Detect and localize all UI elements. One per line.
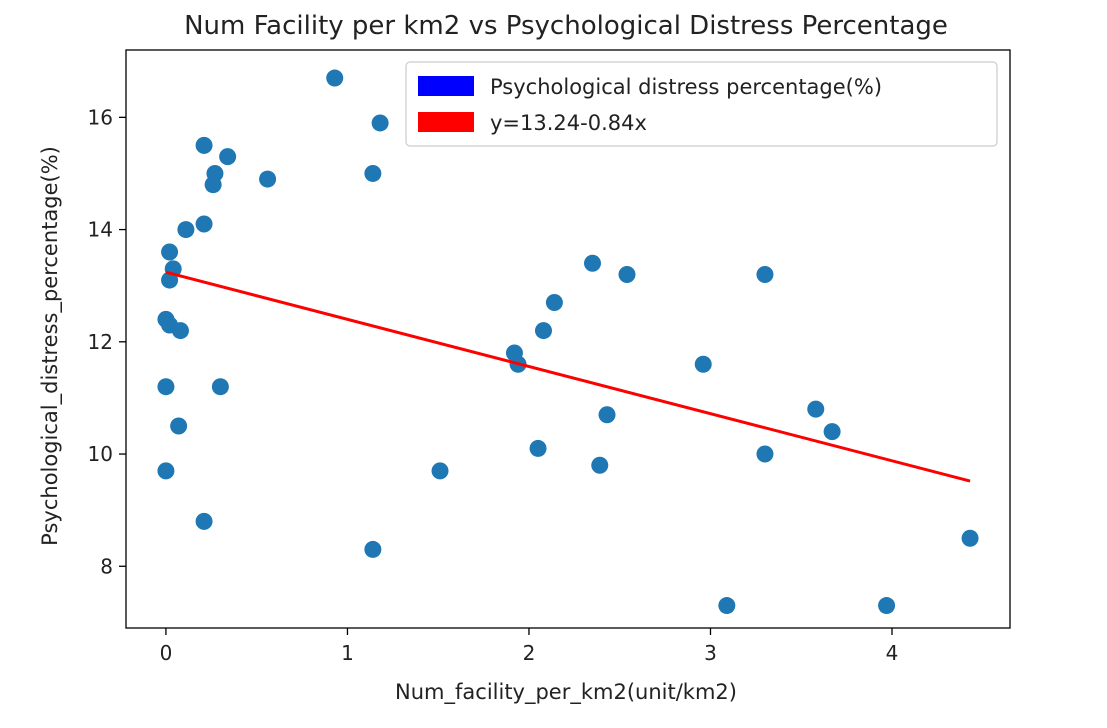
y-axis-label: Psychological_distress_percentage(%) bbox=[38, 146, 63, 546]
data-point-10 bbox=[161, 243, 179, 261]
x-tick-label-1: 1 bbox=[341, 641, 354, 665]
x-tick-label-3: 3 bbox=[704, 641, 717, 665]
data-point-19 bbox=[534, 322, 552, 340]
data-point-11 bbox=[584, 254, 602, 272]
y-tick-label-4: 16 bbox=[88, 105, 113, 129]
data-point-36 bbox=[961, 529, 979, 547]
x-axis-label: Num_facility_per_km2(unit/km2) bbox=[395, 680, 737, 705]
data-point-38 bbox=[718, 597, 736, 615]
plot-frame bbox=[125, 49, 1011, 629]
y-tick-label-3: 14 bbox=[88, 218, 113, 242]
data-point-23 bbox=[694, 355, 712, 373]
data-point-25 bbox=[211, 378, 229, 396]
data-point-7 bbox=[204, 176, 222, 194]
data-point-1 bbox=[371, 114, 389, 132]
x-tick-label-4: 4 bbox=[886, 641, 899, 665]
data-point-0 bbox=[326, 69, 344, 87]
data-point-31 bbox=[756, 445, 774, 463]
data-point-35 bbox=[195, 512, 213, 530]
y-tick-label-2: 12 bbox=[88, 330, 113, 354]
legend-swatch-1 bbox=[418, 112, 474, 132]
data-point-15 bbox=[161, 271, 179, 289]
legend-label-1: y=13.24-0.84x bbox=[490, 111, 647, 135]
data-point-24 bbox=[157, 378, 175, 396]
legend: Psychological distress percentage(%) y=13… bbox=[405, 61, 998, 147]
legend-label-0: Psychological distress percentage(%) bbox=[490, 75, 882, 99]
data-point-4 bbox=[364, 164, 382, 182]
data-point-14 bbox=[756, 265, 774, 283]
data-point-33 bbox=[157, 462, 175, 480]
data-point-8 bbox=[195, 215, 213, 233]
legend-box bbox=[405, 61, 998, 147]
data-point-2 bbox=[195, 136, 213, 154]
data-point-6 bbox=[259, 170, 277, 188]
data-point-3 bbox=[219, 148, 237, 166]
data-point-30 bbox=[529, 439, 547, 457]
x-tick-label-0: 0 bbox=[160, 641, 173, 665]
data-point-26 bbox=[807, 400, 825, 418]
data-point-39 bbox=[878, 597, 896, 615]
data-point-27 bbox=[598, 406, 616, 424]
data-point-20 bbox=[171, 322, 189, 340]
x-tick-label-2: 2 bbox=[523, 641, 536, 665]
y-tick-label-0: 8 bbox=[100, 554, 113, 578]
y-tick-label-1: 10 bbox=[88, 442, 113, 466]
chart-title: Num Facility per km2 vs Psychological Di… bbox=[184, 11, 948, 41]
regression-line bbox=[165, 270, 971, 483]
data-point-28 bbox=[170, 417, 188, 435]
data-point-13 bbox=[618, 265, 636, 283]
data-point-9 bbox=[177, 221, 195, 239]
data-point-16 bbox=[545, 294, 563, 312]
data-point-34 bbox=[431, 462, 449, 480]
data-point-32 bbox=[591, 456, 609, 474]
data-point-29 bbox=[823, 423, 841, 441]
legend-swatch-0 bbox=[418, 76, 474, 96]
data-point-37 bbox=[364, 540, 382, 558]
